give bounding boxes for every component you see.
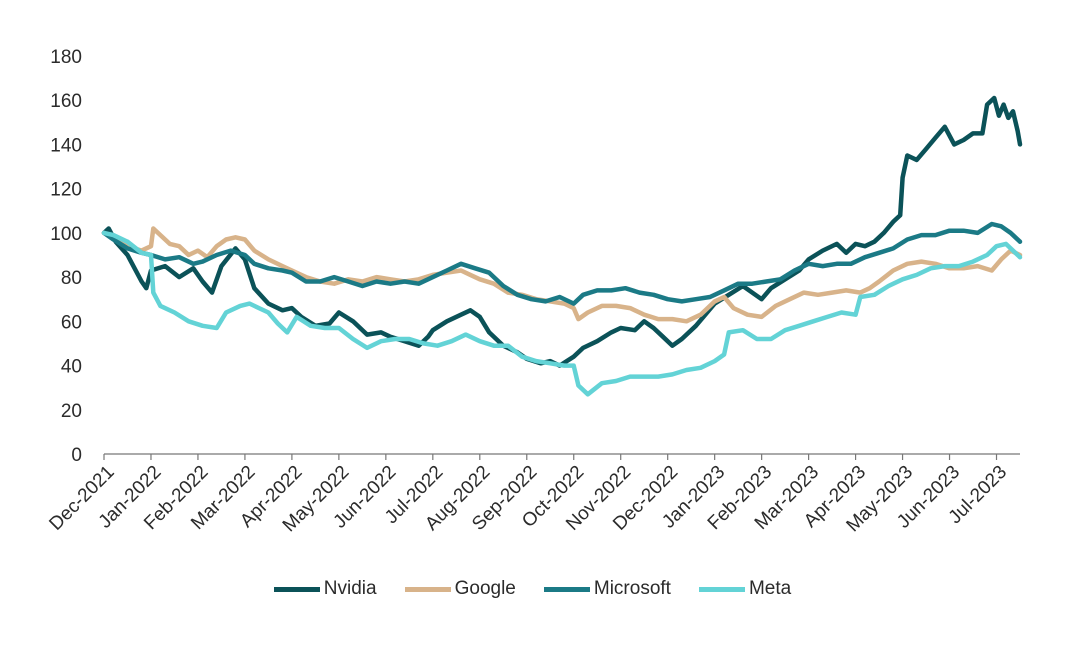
y-tick-label: 160 xyxy=(50,91,82,112)
legend-item-google: Google xyxy=(404,578,516,600)
y-tick-label: 40 xyxy=(61,357,82,378)
legend-swatch xyxy=(698,586,745,592)
series-line-meta xyxy=(101,230,1023,397)
y-tick-label: 140 xyxy=(50,135,82,156)
legend-swatch xyxy=(543,586,590,592)
y-tick-label: 80 xyxy=(61,268,82,289)
y-tick-label: 0 xyxy=(71,445,82,466)
legend-item-nvidia: Nvidia xyxy=(273,578,377,600)
y-tick-label: 120 xyxy=(50,180,82,201)
legend-label: Microsoft xyxy=(593,578,671,599)
y-tick-label: 20 xyxy=(61,401,82,422)
series-line-nvidia xyxy=(101,95,1023,368)
legend-label: Google xyxy=(454,578,516,599)
legend-item-microsoft: Microsoft xyxy=(543,578,671,600)
legend-swatch xyxy=(273,586,320,592)
y-tick-label: 180 xyxy=(50,47,82,68)
legend-label: Nvidia xyxy=(323,578,377,599)
series-line-microsoft xyxy=(101,221,1023,306)
chart-legend: Nvidia Google Microsoft Meta xyxy=(0,578,1065,600)
legend-swatch xyxy=(404,586,451,592)
y-tick-label: 100 xyxy=(50,224,82,245)
y-tick-label: 60 xyxy=(61,312,82,333)
legend-label: Meta xyxy=(748,578,792,599)
legend-item-meta: Meta xyxy=(698,578,792,600)
